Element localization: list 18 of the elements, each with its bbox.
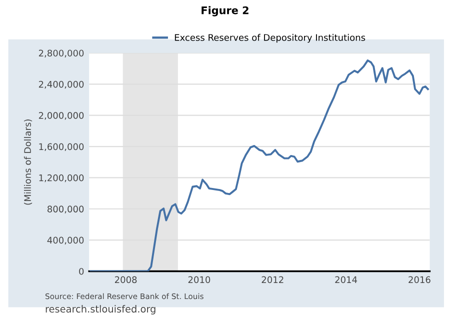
x-tick-label: 2008 xyxy=(114,276,137,284)
y-tick-label: 2,800,000 xyxy=(38,50,84,58)
y-tick-label: 1,200,000 xyxy=(39,174,84,182)
text: research.stlouisfed.org xyxy=(46,305,156,314)
x-tick-label: 2010 xyxy=(188,276,210,284)
y-tick-label: 800,000 xyxy=(48,206,84,214)
x-tick-label: 2016 xyxy=(408,276,430,284)
y-axis-title: (Millions of Dollars) xyxy=(24,120,32,205)
x-tick-label: 2014 xyxy=(335,276,358,284)
y-tick-label: 400,000 xyxy=(47,236,84,245)
y-tick-label: 0 xyxy=(79,268,84,275)
y-tick-label: 1,600,000 xyxy=(39,143,84,151)
legend-label: Excess Reserves of Depository Institutions xyxy=(174,34,366,43)
line-series xyxy=(90,59,429,272)
x-tick-label: 2012 xyxy=(262,276,284,284)
y-tick-label: 2,400,000 xyxy=(38,80,84,89)
chart-title: Figure 2 xyxy=(202,6,248,16)
y-tick-label: 2,000,000 xyxy=(38,112,84,120)
